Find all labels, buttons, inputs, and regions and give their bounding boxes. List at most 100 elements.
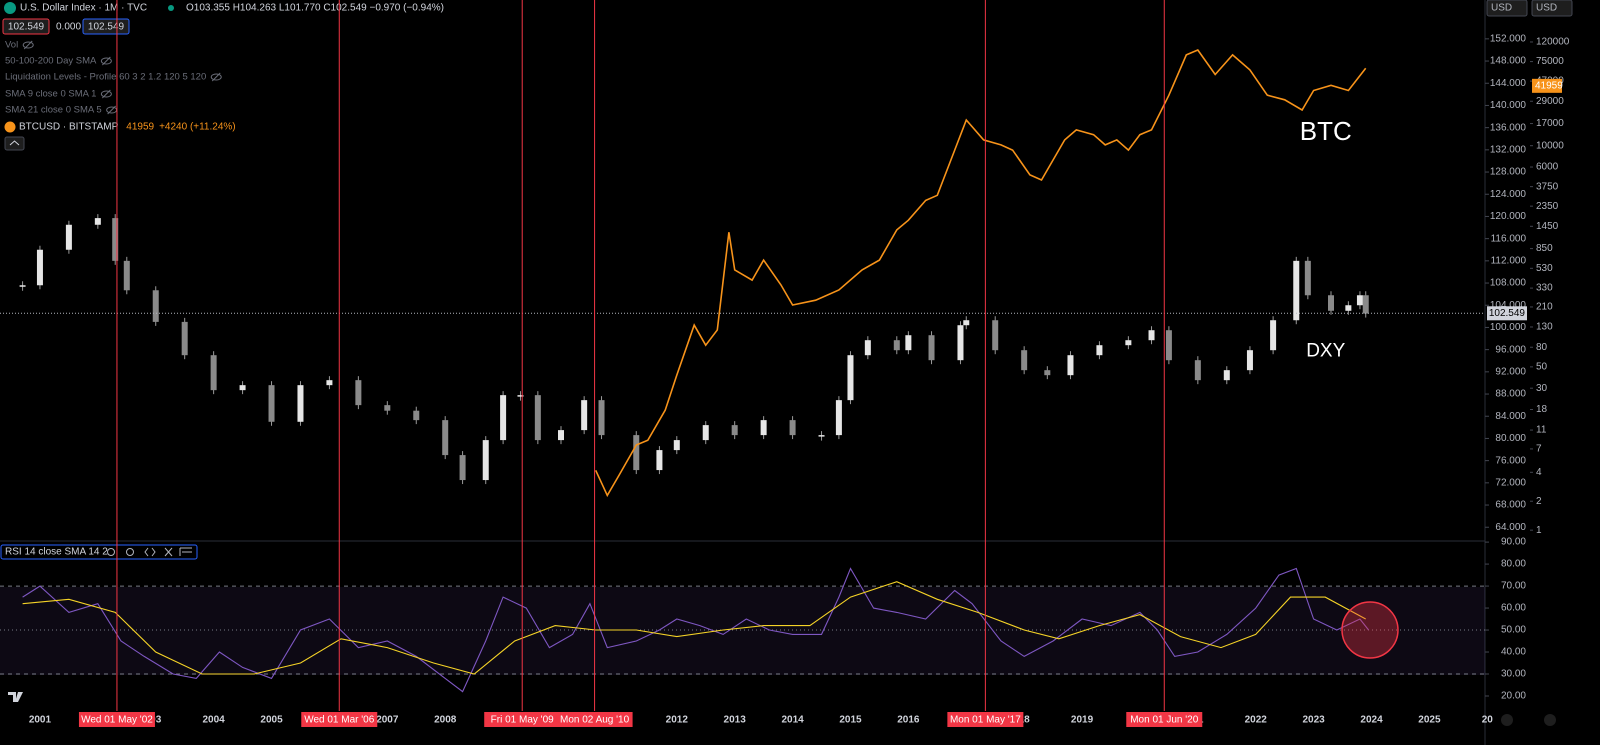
btc-change: +4240 (+11.24%) (159, 122, 236, 133)
eye-icon[interactable] (210, 73, 222, 81)
candle-body (558, 430, 564, 441)
rsi-tick-label: 90.00 (1501, 537, 1526, 548)
indicator-label: Liquidation Levels - Profile 60 3 2 1.2 … (5, 72, 206, 83)
y-tick-label: 152.000 (1490, 33, 1527, 44)
candle-body (1096, 345, 1103, 356)
candle-body (94, 218, 101, 225)
candle-body (1293, 260, 1300, 321)
candle-body (598, 400, 605, 436)
price-box (2, 18, 50, 35)
y2-tick-label: 29000 (1536, 96, 1564, 107)
x-tick-label: 2015 (839, 715, 862, 726)
auto-scale-button[interactable] (1501, 714, 1513, 726)
eye-slash (102, 56, 111, 66)
candle-body (905, 335, 912, 351)
candle-body (36, 249, 43, 286)
x-tick-label: 2001 (29, 715, 52, 726)
x-tick-label: 2016 (897, 715, 920, 726)
y2-tick-label: 120000 (1536, 37, 1570, 48)
indicator-label: SMA 9 close 0 SMA 1 (5, 89, 96, 100)
candle-body (1328, 295, 1334, 311)
y-tick-label: 128.000 (1490, 167, 1527, 178)
candle-body (656, 450, 663, 471)
eye-icon[interactable] (100, 90, 112, 98)
y-tick-label: 116.000 (1491, 233, 1527, 244)
remove-icon[interactable] (164, 547, 173, 557)
candle-body (1345, 305, 1352, 311)
y-tick-label: 92.000 (1495, 366, 1526, 377)
rsi-title: RSI 14 close SMA 14 2 (5, 547, 108, 558)
event-label-bg (1126, 712, 1203, 727)
y-tick-label: 136.000 (1490, 122, 1527, 133)
rsi-band (0, 587, 1485, 675)
y-tick-label: 72.000 (1495, 477, 1526, 488)
candle-body (482, 440, 489, 481)
y2-tick-label: 11 (1536, 425, 1547, 436)
candle-body (864, 340, 871, 356)
candle-body (297, 385, 304, 422)
candle-body (1165, 330, 1172, 361)
y-tick-label: 124.000 (1490, 189, 1527, 200)
highlight-circle (1341, 601, 1399, 659)
event-label: Wed 01 May '02 (81, 715, 153, 726)
tv-logo (8, 692, 23, 702)
event-label-bg (556, 712, 633, 727)
y-tick-label: 140.000 (1490, 100, 1527, 111)
source-icon[interactable] (144, 547, 156, 557)
btc-price: 41959 (126, 122, 154, 133)
candle-body (152, 290, 159, 322)
settings-icon[interactable] (126, 548, 134, 556)
y2-tick-label: 18 (1536, 404, 1548, 415)
price-badge (1487, 306, 1527, 321)
candle-body (384, 405, 391, 411)
candle-body (1067, 355, 1074, 376)
candle-body (731, 425, 738, 436)
symbol-title: U.S. Dollar Index · 1M · TVC (20, 3, 147, 14)
indicator-label: SMA 21 close 0 SMA 5 (5, 105, 102, 116)
x-tick-label: 2012 (666, 715, 689, 726)
ohlc: O103.355 H104.263 L101.770 C102.549 −0.9… (186, 3, 444, 14)
candle-body (1148, 330, 1155, 341)
price-badge-label: 41959 (1535, 80, 1563, 91)
candle-body (442, 420, 449, 456)
y2-tick-label: 1 (1536, 525, 1542, 536)
candle-body (760, 420, 767, 436)
candle-body (963, 320, 970, 326)
indicator-label: 50-100-200 Day SMA (5, 56, 97, 67)
collapse-icon (9, 140, 20, 146)
event-label: Fri 01 May '09 (491, 715, 554, 726)
settings-button[interactable] (1544, 714, 1556, 726)
rsi-tick-label: 60.00 (1501, 603, 1526, 614)
candle-body (1362, 295, 1369, 314)
eye-icon[interactable] (107, 548, 115, 556)
currency-select[interactable] (1486, 0, 1528, 17)
eye-icon[interactable] (100, 57, 112, 65)
y2-tick-label: 1450 (1536, 221, 1559, 232)
symbol-logo (4, 2, 16, 14)
more-icon[interactable] (179, 547, 192, 556)
series-annotation: DXY (1306, 341, 1345, 362)
y-tick-label: 148.000 (1490, 56, 1527, 67)
y2-tick-label: 4 (1536, 467, 1542, 478)
y2-tick-label: 80 (1536, 342, 1548, 353)
price-badge-label: 102.549 (1489, 308, 1526, 319)
candle-body (534, 395, 541, 441)
eye-icon[interactable] (22, 41, 34, 49)
rsi-tick-label: 40.00 (1501, 647, 1526, 658)
candle-body (633, 435, 640, 471)
price-badge (1532, 78, 1562, 93)
series-line (22, 581, 1366, 675)
btc-logo (4, 121, 16, 133)
candle-body (268, 385, 275, 422)
collapse-button[interactable] (4, 136, 25, 151)
candle-body (1021, 350, 1028, 371)
event-label: Wed 01 Mar '06 (304, 715, 375, 726)
price-box (82, 18, 130, 35)
currency-select[interactable] (1531, 0, 1573, 17)
y2-tick-label: 7 (1536, 444, 1542, 455)
rsi-tick-label: 20.00 (1501, 691, 1526, 702)
candle-body (928, 335, 935, 361)
eye-slash (107, 105, 116, 115)
